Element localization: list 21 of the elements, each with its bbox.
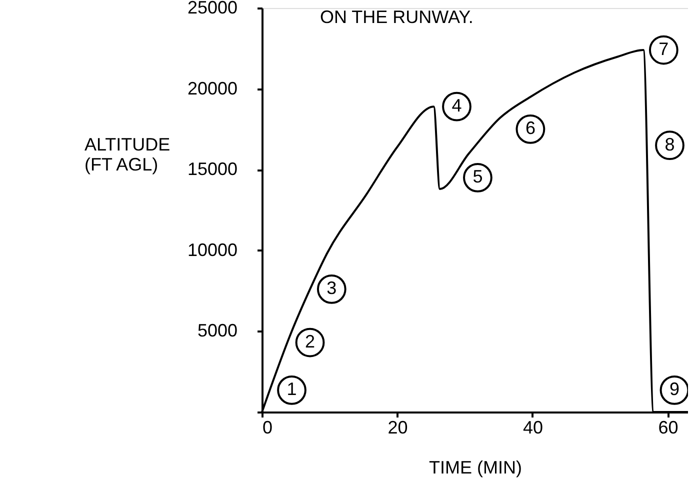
y-tick-label: 20000 bbox=[187, 78, 238, 98]
annotation: 1 bbox=[286, 379, 297, 400]
x-tick-label: 0 bbox=[262, 418, 273, 438]
annotation: 7 bbox=[658, 39, 669, 60]
y-tick-label: 15000 bbox=[187, 159, 238, 180]
y-tick-label: 10000 bbox=[187, 240, 238, 260]
x-tick-label: 40 bbox=[522, 418, 543, 438]
x-tick-label: 20 bbox=[388, 418, 408, 438]
y-tick-label: 25000 bbox=[187, 0, 238, 18]
annotation: 3 bbox=[326, 278, 337, 298]
chart-title: ON THE RUNWAY. bbox=[320, 7, 474, 27]
annotation: 4 bbox=[452, 96, 462, 116]
y-tick-label: 5000 bbox=[197, 320, 238, 341]
annotation: 6 bbox=[525, 118, 536, 138]
y-axis-title: ALTITUDE (FT AGL) bbox=[84, 134, 170, 174]
annotation: 2 bbox=[305, 332, 316, 352]
annotation: 9 bbox=[669, 379, 680, 400]
x-tick-label: 60 bbox=[658, 418, 678, 438]
x-axis-title: TIME (MIN) bbox=[429, 458, 522, 478]
annotation: 8 bbox=[664, 134, 675, 154]
annotation: 5 bbox=[472, 166, 483, 187]
